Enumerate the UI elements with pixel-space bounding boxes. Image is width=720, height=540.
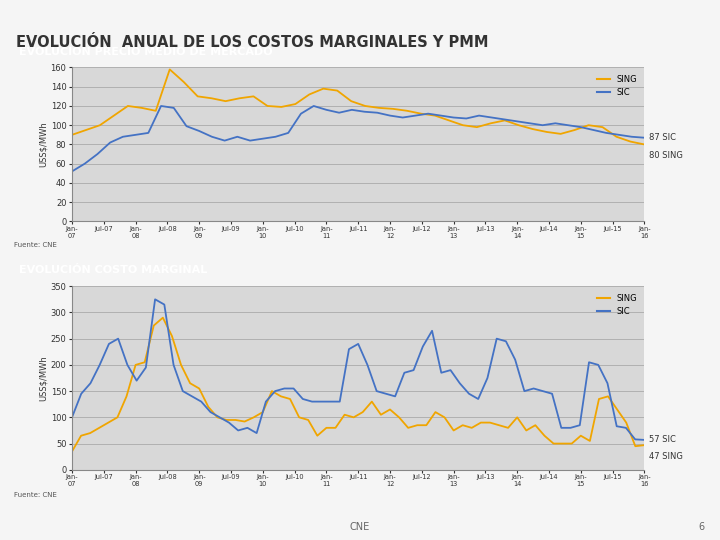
Text: EVOLUCIÓN  ANUAL DE LOS COSTOS MARGINALES Y PMM: EVOLUCIÓN ANUAL DE LOS COSTOS MARGINALES…	[16, 35, 488, 50]
Text: 47 SING: 47 SING	[649, 452, 683, 461]
Legend: SING, SIC: SING, SIC	[594, 72, 640, 100]
Y-axis label: USS$/MWh: USS$/MWh	[39, 355, 48, 401]
Text: 57 SIC: 57 SIC	[649, 435, 675, 444]
Text: Fuente: CNE: Fuente: CNE	[14, 492, 58, 498]
Y-axis label: USS$/MWh: USS$/MWh	[39, 122, 48, 167]
Text: EVOLUCIÓN PRECIO MEDIO DE MERCADO: EVOLUCIÓN PRECIO MEDIO DE MERCADO	[19, 47, 273, 57]
Text: 6: 6	[698, 522, 704, 532]
Text: Fuente: CNE: Fuente: CNE	[14, 242, 58, 248]
Text: CNE: CNE	[350, 522, 370, 532]
Legend: SING, SIC: SING, SIC	[594, 291, 640, 319]
Text: EVOLUCIÓN COSTO MARGINAL: EVOLUCIÓN COSTO MARGINAL	[19, 265, 207, 275]
Text: 80 SING: 80 SING	[649, 151, 683, 160]
Text: 87 SIC: 87 SIC	[649, 133, 675, 142]
